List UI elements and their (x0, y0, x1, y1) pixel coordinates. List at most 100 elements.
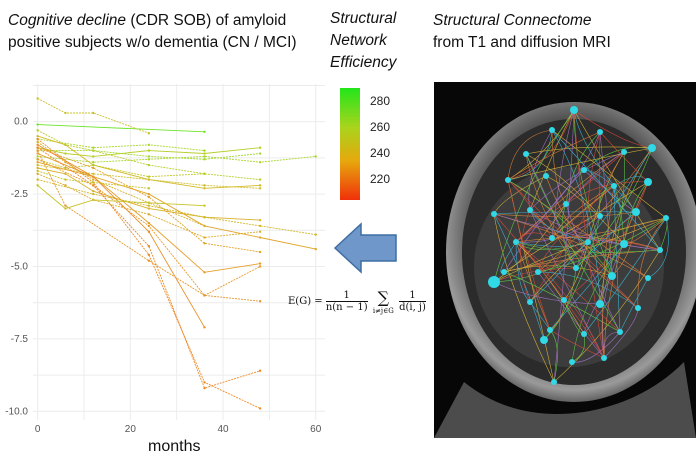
fiber-tract (537, 215, 601, 273)
fiber-tract (583, 169, 637, 213)
data-point (64, 207, 67, 210)
data-point (92, 111, 95, 115)
data-point (36, 149, 39, 152)
data-point (147, 259, 151, 262)
data-point (36, 172, 39, 175)
fiber-tract (587, 131, 601, 243)
y-tick-label: -7.5 (11, 334, 29, 345)
series-line (37, 161, 316, 250)
connectome-node (570, 106, 578, 114)
data-point (36, 152, 39, 155)
data-point (36, 123, 39, 126)
data-point (147, 175, 151, 178)
fiber-tract (529, 209, 589, 243)
y-tick-label: -5.0 (11, 261, 29, 272)
connectome-node (513, 239, 519, 245)
fiber-tract (529, 209, 605, 359)
series-line (37, 98, 150, 134)
data-point (203, 236, 206, 239)
connectome-node (657, 247, 663, 253)
formula-lhs: E(G) = (288, 296, 323, 307)
fiber-tract (613, 185, 625, 245)
fiber-tract (553, 109, 575, 383)
fiber-tract (611, 211, 637, 277)
data-point (147, 158, 151, 161)
data-point (64, 152, 67, 155)
data-point (314, 155, 317, 158)
fiber-tract (599, 151, 625, 305)
fiber-tract (549, 329, 605, 359)
fiber-tract (493, 281, 601, 305)
sum-subscript: i≠j∈G (372, 307, 394, 315)
data-point (36, 140, 39, 144)
y-tick-label: -2.5 (11, 189, 29, 200)
colorbar-tick: 220 (370, 172, 391, 186)
data-point (147, 201, 151, 204)
data-point (147, 253, 151, 257)
data-point (258, 218, 262, 222)
connectome-node (620, 240, 628, 248)
data-point (92, 181, 95, 184)
connectome-node (563, 201, 569, 207)
fiber-tract (587, 239, 661, 251)
fiber-tract (573, 109, 615, 187)
fiber-tract (565, 151, 625, 205)
data-point (147, 163, 151, 167)
fiber-tract (525, 153, 577, 269)
connectome-node (501, 269, 507, 275)
fiber-tract (525, 146, 653, 155)
colorbar-tick: 260 (370, 120, 391, 134)
series-line (37, 185, 205, 210)
connectome-node (597, 129, 603, 135)
fiber-tract (507, 179, 551, 331)
data-point (147, 207, 151, 210)
efficiency-formula: E(G) = 1 n(n − 1) ∑ i≠j∈G 1 d(i, j) (288, 288, 426, 315)
data-point (92, 155, 95, 158)
fiber-tract (503, 265, 613, 277)
data-point (314, 247, 317, 251)
data-point (36, 134, 39, 138)
connectome-node (601, 355, 607, 361)
data-point (258, 230, 262, 233)
data-point (203, 386, 206, 390)
data-point (203, 187, 206, 190)
connectome-node (549, 235, 555, 241)
fiber-tract (515, 241, 589, 247)
connectome-node (644, 178, 652, 186)
fiber-tract (493, 267, 577, 283)
data-point (147, 149, 151, 152)
fiber-tract (583, 217, 667, 335)
data-point (36, 184, 39, 187)
data-point (258, 178, 262, 181)
formula-num: 1 (325, 290, 368, 302)
fiber-tract (493, 175, 547, 215)
fiber-tract (515, 241, 661, 253)
fiber-tract (528, 129, 553, 211)
fiber-tract (557, 203, 567, 213)
x-axis-label: months (148, 438, 201, 455)
series-line (37, 124, 205, 133)
data-point (203, 294, 206, 297)
fiber-tract (507, 131, 601, 181)
data-point (258, 250, 262, 254)
connectome-node (617, 329, 623, 335)
data-point (147, 187, 151, 190)
data-point (147, 224, 151, 228)
fiber-tract (549, 329, 558, 383)
connectome-node (663, 215, 669, 221)
fiber-tract (551, 129, 567, 205)
x-tick-label: 40 (217, 424, 229, 435)
connectome-node (491, 211, 497, 217)
fiber-tract (561, 203, 577, 269)
fiber-tract (525, 153, 601, 217)
data-point (203, 326, 206, 329)
fiber-tract (573, 109, 605, 359)
fiber-tract (507, 109, 575, 181)
chart-title-rest: (CDR SOB) of amyloid positive subjects w… (8, 12, 297, 51)
fiber-tract (529, 109, 575, 211)
fiber-tract (493, 213, 545, 341)
connectome-node (596, 300, 604, 308)
chart-title: Cognitive decline (CDR SOB) of amyloid p… (8, 10, 328, 54)
connectome-node (581, 331, 587, 337)
data-point (36, 97, 39, 100)
